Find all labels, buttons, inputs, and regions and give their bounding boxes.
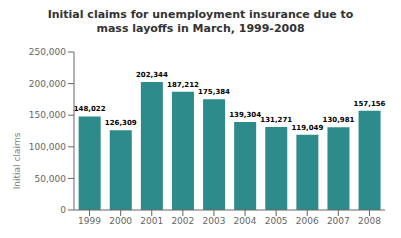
svg-text:148,022: 148,022 (74, 105, 106, 113)
html-text:mass layoffs in March, 1999-20: mass layoffs in March, 1999-2008 (96, 22, 305, 35)
svg-text:2007: 2007 (327, 216, 350, 226)
svg-text:202,344: 202,344 (136, 71, 168, 79)
svg-text:200,000: 200,000 (29, 79, 66, 89)
svg-text:0: 0 (60, 205, 66, 215)
svg-text:100,000: 100,000 (29, 142, 66, 152)
svg-text:250,000: 250,000 (29, 47, 66, 57)
svg-text:130,981: 130,981 (323, 116, 355, 124)
svg-text:157,156: 157,156 (354, 100, 386, 108)
svg-text:2000: 2000 (109, 216, 132, 226)
svg-text:50,000: 50,000 (35, 174, 67, 184)
svg-text:150,000: 150,000 (29, 110, 66, 120)
svg-text:187,212: 187,212 (167, 81, 199, 89)
svg-text:2003: 2003 (202, 216, 225, 226)
svg-text:2004: 2004 (234, 216, 257, 226)
svg-text:2001: 2001 (140, 216, 163, 226)
svg-text:2002: 2002 (171, 216, 194, 226)
svg-text:2008: 2008 (358, 216, 381, 226)
svg-text:139,304: 139,304 (229, 111, 261, 119)
svg-text:2005: 2005 (265, 216, 288, 226)
html-text:Initial claims for unemploymen: Initial claims for unemployment insuranc… (47, 8, 354, 21)
svg-text:126,309: 126,309 (105, 119, 137, 127)
svg-text:131,271: 131,271 (260, 116, 292, 124)
svg-text:1999: 1999 (78, 216, 101, 226)
svg-text:Initial claims: Initial claims (12, 132, 22, 189)
svg-text:175,384: 175,384 (198, 88, 230, 96)
svg-text:119,049: 119,049 (291, 124, 323, 132)
svg-text:2006: 2006 (296, 216, 319, 226)
